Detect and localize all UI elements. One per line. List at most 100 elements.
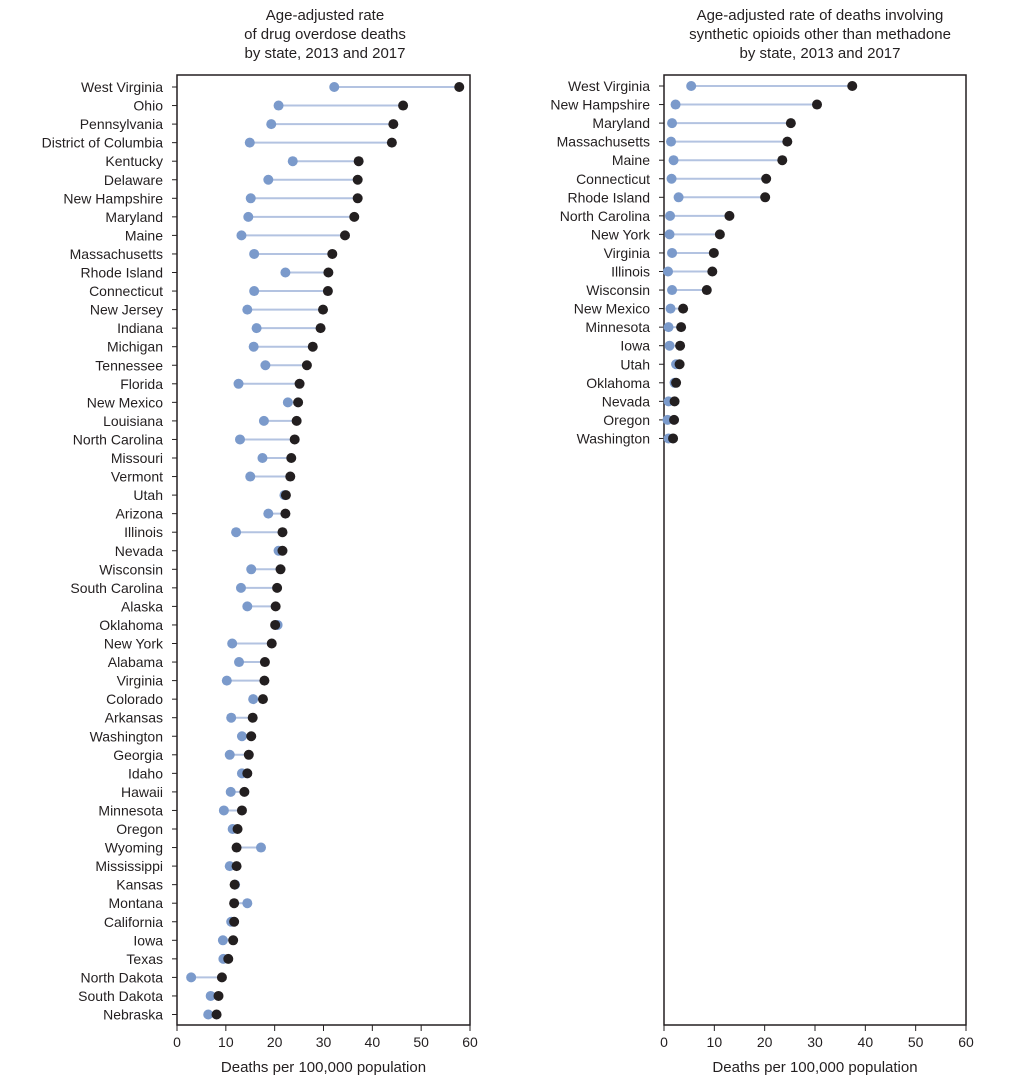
point-2013 xyxy=(217,935,228,946)
data-row: Michigan xyxy=(107,339,318,355)
data-row: Massachusetts xyxy=(70,246,338,262)
point-2017 xyxy=(285,471,296,482)
point-2013 xyxy=(329,82,340,92)
point-2017 xyxy=(243,749,254,760)
point-2017 xyxy=(675,340,686,351)
data-row: New Hampshire xyxy=(63,190,363,206)
data-row: West Virginia xyxy=(81,79,465,95)
point-2013 xyxy=(266,119,277,130)
chart-title-synthetic-opioids: Age-adjusted rate of deaths involving sy… xyxy=(689,7,951,62)
point-2013 xyxy=(667,285,678,296)
point-2013 xyxy=(287,156,298,167)
data-row: Minnesota xyxy=(585,319,687,335)
state-label: Wyoming xyxy=(105,840,163,856)
data-row: New Mexico xyxy=(87,394,304,410)
data-row: South Dakota xyxy=(78,988,224,1004)
point-2017 xyxy=(270,601,281,612)
state-label: Tennessee xyxy=(95,357,163,373)
point-2013 xyxy=(273,100,284,111)
state-label: Washington xyxy=(577,430,650,446)
point-2013 xyxy=(242,304,253,315)
data-row: Iowa xyxy=(620,338,686,354)
point-2013 xyxy=(203,1009,214,1020)
point-2017 xyxy=(669,396,680,407)
point-2017 xyxy=(229,898,240,909)
state-label: Colorado xyxy=(106,691,163,707)
data-row: West Virginia xyxy=(568,78,858,94)
point-2017 xyxy=(280,490,291,501)
point-2013 xyxy=(231,527,242,538)
state-label: Nebraska xyxy=(103,1007,163,1023)
point-2013 xyxy=(186,972,197,983)
data-row: Maine xyxy=(612,152,788,168)
point-2017 xyxy=(280,508,291,519)
point-2013 xyxy=(667,247,678,258)
point-2017 xyxy=(259,657,270,668)
state-label: Oregon xyxy=(603,412,650,428)
point-2017 xyxy=(777,155,788,166)
point-2017 xyxy=(291,415,302,426)
point-2013 xyxy=(263,174,274,185)
point-2013 xyxy=(248,341,259,352)
data-row: Mississippi xyxy=(95,858,242,874)
point-2017 xyxy=(216,972,227,983)
data-row: Connecticut xyxy=(89,283,333,299)
x-tick-label: 50 xyxy=(413,1034,429,1050)
state-label: Iowa xyxy=(133,932,163,948)
point-2013 xyxy=(257,453,268,463)
state-label: Wisconsin xyxy=(586,282,650,298)
data-row: Arkansas xyxy=(105,710,258,726)
state-label: Hawaii xyxy=(121,784,163,800)
state-label: North Dakota xyxy=(81,969,164,985)
data-row: North Carolina xyxy=(560,208,735,224)
point-2017 xyxy=(847,81,858,91)
state-label: New Hampshire xyxy=(550,97,650,113)
x-tick-label: 0 xyxy=(173,1034,181,1050)
point-2017 xyxy=(242,768,253,779)
state-label: Iowa xyxy=(620,338,650,354)
point-2013 xyxy=(663,266,674,277)
state-label: Louisiana xyxy=(103,413,163,429)
data-row: Minnesota xyxy=(98,802,247,818)
data-row: New York xyxy=(104,636,277,652)
state-label: Pennsylvania xyxy=(80,116,163,132)
point-2013 xyxy=(664,229,675,240)
point-2013 xyxy=(255,842,266,853)
data-row: District of Columbia xyxy=(42,135,397,151)
point-2013 xyxy=(236,731,247,742)
data-row: Virginia xyxy=(604,245,719,261)
state-label: Texas xyxy=(126,951,163,967)
data-row: Idaho xyxy=(128,765,253,781)
point-2017 xyxy=(454,82,465,92)
state-label: North Carolina xyxy=(560,208,650,224)
point-2017 xyxy=(318,304,329,315)
data-row: New York xyxy=(591,226,725,242)
point-2017 xyxy=(231,861,242,872)
data-row: Utah xyxy=(620,356,685,372)
point-2017 xyxy=(668,433,679,444)
state-label: Montana xyxy=(109,895,164,911)
state-label: Illinois xyxy=(124,524,163,540)
state-label: Florida xyxy=(120,376,163,392)
data-row: Tennessee xyxy=(95,357,312,373)
state-label: Indiana xyxy=(117,320,163,336)
point-2017 xyxy=(247,712,258,723)
state-label: Delaware xyxy=(104,172,163,188)
data-row: Massachusetts xyxy=(557,134,793,150)
point-2017 xyxy=(322,286,333,297)
chart-synthetic-opioids: 0 10 20 30 40 50 60 Deaths per 100,000 populati… xyxy=(550,74,974,1076)
state-label: District of Columbia xyxy=(42,135,164,151)
data-row: North Dakota xyxy=(81,969,227,985)
data-row: Rhode Island xyxy=(567,189,771,205)
state-label: Massachusetts xyxy=(70,246,163,262)
point-2017 xyxy=(270,619,281,630)
state-label: Illinois xyxy=(611,264,650,280)
state-label: Missouri xyxy=(111,450,163,466)
point-2013 xyxy=(280,267,291,278)
point-2017 xyxy=(671,377,682,388)
data-row: Louisiana xyxy=(103,413,302,429)
data-row: Missouri xyxy=(111,450,297,466)
state-label: Michigan xyxy=(107,339,163,355)
point-2017 xyxy=(674,359,685,370)
point-2017 xyxy=(277,527,288,538)
